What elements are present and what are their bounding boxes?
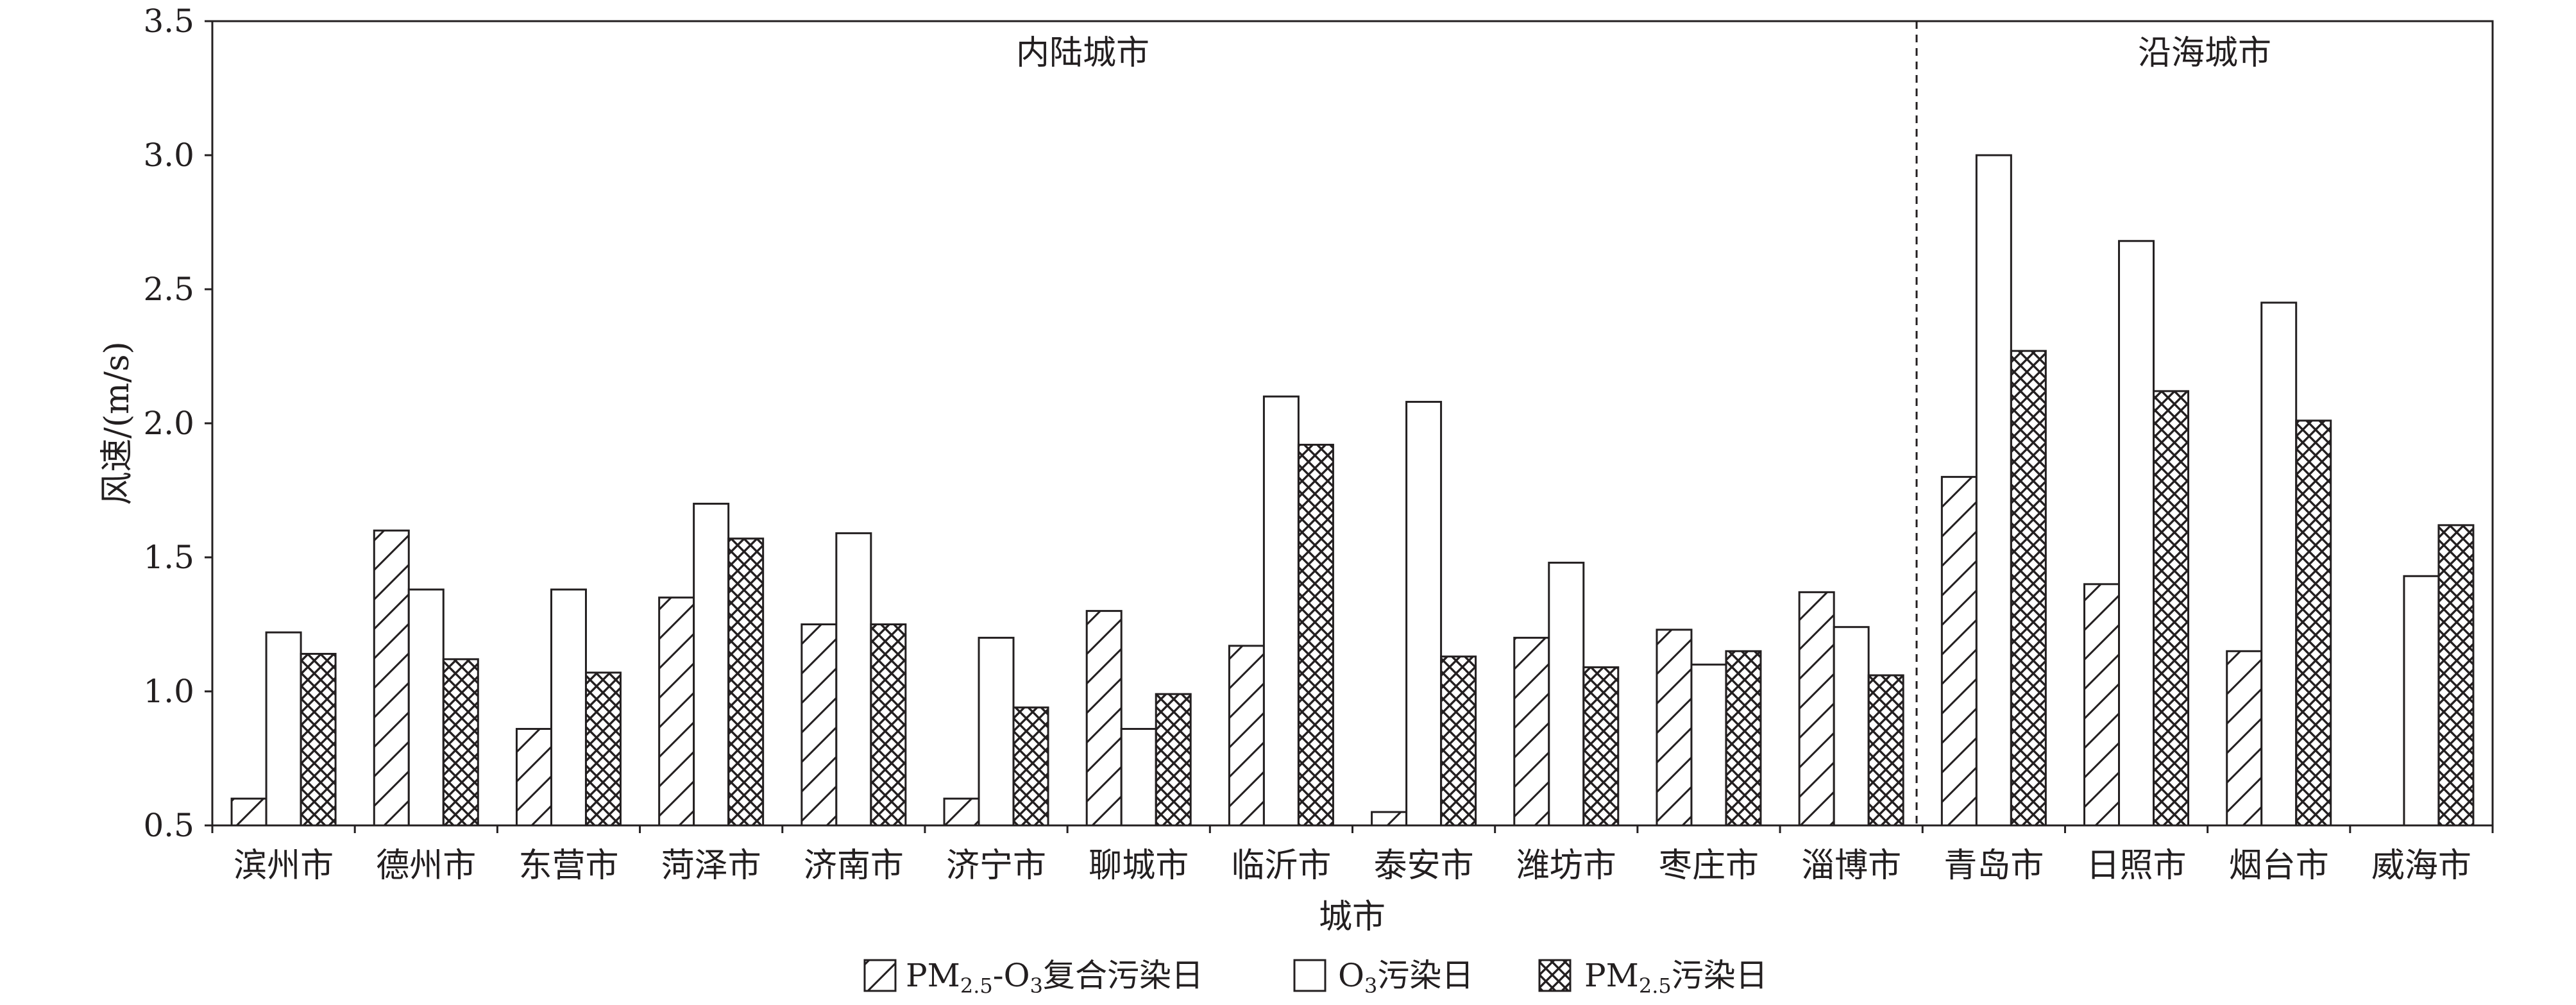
bar-hatch-13 [2083, 583, 2121, 827]
bar-crosshatch-13 [2153, 390, 2190, 827]
bar-open-7 [1262, 395, 1300, 827]
bar-crosshatch-7 [1297, 443, 1334, 827]
bar-crosshatch-0 [300, 652, 337, 827]
bar-hatch-10 [1656, 629, 1693, 827]
bar-open-10 [1690, 663, 1727, 827]
legend-item-o3: O3污染日 [1293, 957, 1473, 998]
bar-crosshatch-6 [1155, 693, 1192, 827]
bar-open-6 [1120, 728, 1157, 827]
y-tick-label: 2.5 [143, 271, 194, 308]
bar-open-1 [407, 588, 445, 827]
bar-crosshatch-15 [2437, 524, 2475, 827]
bar-hatch-4 [801, 623, 838, 827]
bar-crosshatch-1 [442, 658, 479, 827]
y-tick-label: 0.5 [143, 807, 194, 844]
x-tick-label: 滨州市 [233, 847, 334, 885]
bar-hatch-2 [515, 728, 552, 827]
bar-crosshatch-3 [727, 537, 765, 827]
x-axis: 滨州市 德州市 东营市 菏泽市 济南市 济宁市 聊城市 临沂市 泰安市 潍坊市 枣庄市 淄博市 青岛市 日… [211, 825, 2494, 885]
x-tick-label: 烟台市 [2229, 847, 2329, 885]
legend: PM2.5-O3复合污染日 O3污染日 PM2.5污染日 [863, 957, 1768, 998]
legend-swatch-crosshatch [1538, 959, 1572, 992]
bar-hatch-12 [1940, 476, 1978, 827]
bars [230, 154, 2475, 827]
y-axis-title: 风速/(m/s) [98, 341, 137, 505]
x-axis-title: 城市 [1319, 898, 1385, 936]
region-label-inland: 内陆城市 [1016, 34, 1149, 72]
bar-open-9 [1548, 561, 1585, 827]
bar-hatch-7 [1228, 645, 1265, 827]
x-tick-label: 菏泽市 [661, 847, 761, 885]
x-tick-label: 潍坊市 [1516, 847, 1616, 885]
bar-hatch-9 [1513, 636, 1550, 827]
x-tick-label: 济宁市 [946, 847, 1046, 885]
bar-open-2 [550, 588, 587, 827]
bar-crosshatch-10 [1725, 650, 1762, 827]
bar-crosshatch-14 [2295, 419, 2332, 827]
x-tick-label: 淄博市 [1801, 847, 1901, 885]
bar-crosshatch-5 [1012, 706, 1049, 827]
bar-crosshatch-4 [870, 623, 907, 827]
x-tick-label: 泰安市 [1374, 847, 1474, 885]
bar-open-0 [265, 631, 302, 827]
bar-open-5 [978, 636, 1015, 827]
x-tick-label: 威海市 [2371, 847, 2471, 885]
bar-open-12 [1975, 154, 2012, 827]
y-tick-label: 3.0 [143, 137, 194, 174]
bar-open-3 [693, 502, 730, 827]
legend-label-o3: O3污染日 [1338, 957, 1473, 998]
legend-swatch-open [1293, 959, 1326, 992]
bar-crosshatch-11 [1867, 674, 1904, 827]
bar-crosshatch-12 [2010, 350, 2047, 827]
x-tick-label: 东营市 [518, 847, 618, 885]
legend-label-pm25-o3: PM2.5-O3复合污染日 [906, 957, 1203, 998]
y-tick-label: 3.5 [143, 3, 194, 40]
bar-open-11 [1833, 626, 1870, 827]
x-tick-label: 日照市 [2087, 847, 2187, 885]
bar-hatch-14 [2226, 650, 2263, 827]
bar-hatch-5 [943, 797, 980, 827]
bar-hatch-11 [1798, 591, 1835, 827]
bar-crosshatch-2 [584, 671, 622, 827]
x-tick-label: 临沂市 [1231, 847, 1331, 885]
y-tick-label: 1.5 [143, 539, 194, 576]
bar-open-4 [835, 532, 872, 827]
x-tick-label: 济南市 [804, 847, 904, 885]
bar-open-13 [2118, 240, 2155, 827]
legend-item-pm25-o3: PM2.5-O3复合污染日 [863, 957, 1203, 998]
bar-open-8 [1405, 401, 1443, 827]
y-tick-label: 2.0 [143, 405, 194, 442]
y-axis: 0.5 1.0 1.5 2.0 2.5 3.0 3.5 [143, 3, 212, 844]
y-tick-label: 1.0 [143, 673, 194, 710]
bar-open-15 [2403, 575, 2440, 827]
bar-hatch-8 [1371, 811, 1408, 827]
bar-hatch-6 [1085, 610, 1123, 827]
x-tick-label: 青岛市 [1944, 847, 2044, 885]
bar-crosshatch-9 [1582, 666, 1620, 827]
bar-open-14 [2260, 301, 2298, 827]
legend-item-pm25: PM2.5污染日 [1538, 957, 1768, 998]
x-tick-label: 枣庄市 [1659, 847, 1759, 885]
x-tick-label: 德州市 [376, 847, 476, 885]
bar-crosshatch-8 [1440, 655, 1477, 827]
bar-hatch-3 [658, 596, 695, 827]
legend-swatch-hatch [863, 959, 897, 992]
bar-hatch-0 [230, 797, 267, 827]
legend-label-pm25: PM2.5污染日 [1584, 957, 1768, 998]
x-tick-label: 聊城市 [1089, 847, 1189, 885]
region-label-coastal: 沿海城市 [2138, 34, 2271, 72]
bar-hatch-1 [373, 529, 410, 827]
